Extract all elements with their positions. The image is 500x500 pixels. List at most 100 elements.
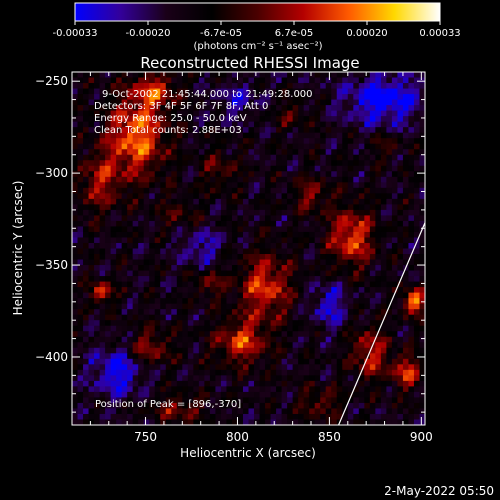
heatmap-cell xyxy=(386,154,393,161)
heatmap-cell xyxy=(325,220,332,227)
heatmap-cell xyxy=(99,165,106,172)
heatmap-cell xyxy=(386,369,393,376)
heatmap-cell xyxy=(309,386,316,393)
heatmap-cell xyxy=(171,292,178,299)
heatmap-cell xyxy=(77,259,84,266)
heatmap-cell xyxy=(231,265,238,271)
heatmap-cell xyxy=(380,347,387,354)
heatmap-cell xyxy=(331,94,338,100)
heatmap-cell xyxy=(215,231,222,238)
heatmap-cell xyxy=(171,270,178,277)
heatmap-cell xyxy=(408,408,415,415)
heatmap-cell xyxy=(204,292,211,299)
heatmap-cell xyxy=(276,231,282,238)
heatmap-cell xyxy=(336,397,343,404)
heatmap-cell xyxy=(281,99,288,106)
heatmap-cell xyxy=(154,331,161,338)
heatmap-cell xyxy=(287,276,294,282)
heatmap-cell xyxy=(259,320,266,327)
heatmap-cell xyxy=(408,226,415,233)
heatmap-cell xyxy=(281,105,288,112)
heatmap-cell xyxy=(259,138,266,145)
heatmap-cell xyxy=(237,402,244,409)
heatmap-cell xyxy=(198,160,205,167)
heatmap-cell xyxy=(380,105,387,112)
heatmap-cell xyxy=(281,309,288,316)
heatmap-cell xyxy=(419,254,425,260)
heatmap-cell xyxy=(287,154,294,161)
heatmap-cell xyxy=(94,303,100,310)
heatmap-cell xyxy=(402,331,409,338)
heatmap-cell xyxy=(110,171,117,178)
heatmap-cell xyxy=(215,369,222,376)
heatmap-cell xyxy=(397,320,404,327)
heatmap-cell xyxy=(380,309,387,316)
heatmap-cell xyxy=(364,116,371,123)
heatmap-cell xyxy=(220,386,227,393)
heatmap-cell xyxy=(182,375,189,382)
heatmap-cell xyxy=(215,364,222,371)
heatmap-cell xyxy=(138,413,145,420)
heatmap-cell xyxy=(72,353,78,360)
heatmap-cell xyxy=(248,204,255,211)
heatmap-cell xyxy=(342,242,349,249)
heatmap-cell xyxy=(309,99,316,106)
heatmap-cell xyxy=(265,276,271,282)
heatmap-cell xyxy=(204,77,211,84)
heatmap-cell xyxy=(99,226,106,233)
heatmap-cell xyxy=(292,242,299,249)
heatmap-cell xyxy=(176,397,183,404)
heatmap-cell xyxy=(176,380,183,387)
heatmap-cell xyxy=(369,83,376,89)
heatmap-cell xyxy=(380,402,387,409)
heatmap-cell xyxy=(336,176,343,183)
heatmap-cell xyxy=(408,358,415,365)
heatmap-cell xyxy=(121,215,128,222)
heatmap-cell xyxy=(88,347,95,354)
heatmap-cell xyxy=(220,259,227,266)
heatmap-cell xyxy=(298,336,305,343)
heatmap-cell xyxy=(358,413,365,420)
heatmap-cell xyxy=(138,408,145,415)
heatmap-cell xyxy=(265,187,271,194)
heatmap-cell xyxy=(193,320,200,327)
heatmap-cell xyxy=(358,231,365,238)
heatmap-cell xyxy=(314,254,321,260)
heatmap-cell xyxy=(331,353,338,360)
heatmap-cell xyxy=(154,110,161,117)
heatmap-cell xyxy=(121,287,128,294)
heatmap-cell xyxy=(276,413,282,420)
heatmap-cell xyxy=(105,276,112,282)
heatmap-cell xyxy=(88,209,95,216)
heatmap-cell xyxy=(369,132,376,139)
heatmap-cell xyxy=(138,226,145,233)
heatmap-cell xyxy=(369,105,376,112)
heatmap-cell xyxy=(149,342,156,349)
heatmap-cell xyxy=(402,94,409,100)
heatmap-cell xyxy=(209,209,216,216)
heatmap-cell xyxy=(353,198,360,205)
heatmap-cell xyxy=(413,325,420,332)
heatmap-cell xyxy=(160,121,167,128)
heatmap-cell xyxy=(226,204,233,211)
heatmap-cell xyxy=(281,292,288,299)
heatmap-cell xyxy=(77,320,84,327)
heatmap-cell xyxy=(88,176,95,183)
heatmap-cell xyxy=(242,198,249,205)
heatmap-cell xyxy=(242,287,249,294)
heatmap-cell xyxy=(325,165,332,172)
heatmap-cell xyxy=(419,220,425,227)
heatmap-cell xyxy=(331,242,338,249)
heatmap-cell xyxy=(303,413,310,420)
heatmap-cell xyxy=(254,209,260,216)
heatmap-cell xyxy=(215,220,222,227)
heatmap-cell xyxy=(402,127,409,134)
heatmap-cell xyxy=(88,292,95,299)
heatmap-cell xyxy=(220,397,227,404)
heatmap-cell xyxy=(402,347,409,354)
heatmap-cell xyxy=(254,116,260,123)
heatmap-cell xyxy=(231,303,238,310)
heatmap-cell xyxy=(259,132,266,139)
heatmap-cell xyxy=(154,116,161,123)
heatmap-cell xyxy=(380,231,387,238)
